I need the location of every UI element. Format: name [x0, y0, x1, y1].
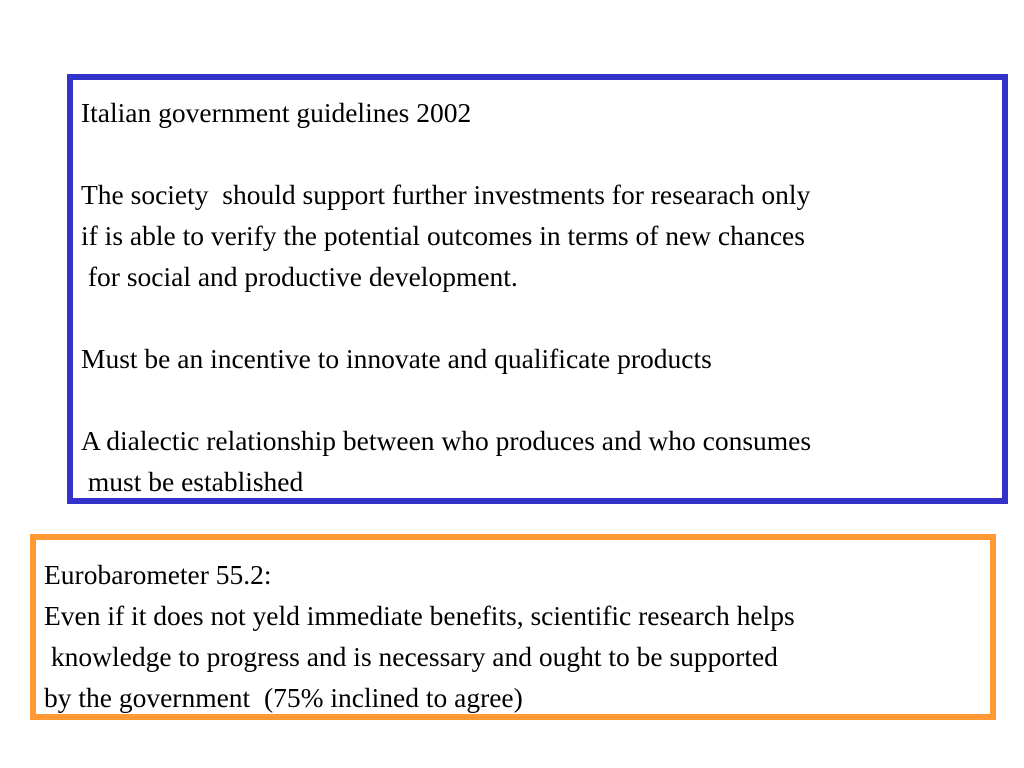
eurobarometer-line1: Even if it does not yeld immediate benef…	[44, 600, 795, 631]
guidelines-paragraph3-line1: A dialectic relationship between who pro…	[81, 425, 812, 456]
paragraph-gap	[81, 379, 994, 420]
guidelines-title: Italian government guidelines 2002	[81, 97, 472, 128]
eurobarometer-line2: knowledge to progress and is necessary a…	[44, 641, 778, 672]
eurobarometer-box: Eurobarometer 55.2: Even if it does not …	[30, 534, 996, 720]
guidelines-paragraph2-line1: Must be an incentive to innovate and qua…	[81, 343, 712, 374]
eurobarometer-line3: by the government (75% inclined to agree…	[44, 682, 523, 713]
paragraph-gap	[81, 297, 994, 338]
eurobarometer-title: Eurobarometer 55.2:	[44, 559, 272, 590]
guidelines-paragraph1-line3: for social and productive development.	[81, 261, 518, 292]
guidelines-paragraph1-line1: The society should support further inves…	[81, 179, 811, 210]
paragraph-gap	[81, 133, 994, 174]
guidelines-paragraph3-line2: must be established	[81, 466, 304, 497]
guidelines-box: Italian government guidelines 2002 The s…	[67, 74, 1008, 504]
guidelines-paragraph1-line2: if is able to verify the potential outco…	[81, 220, 805, 251]
